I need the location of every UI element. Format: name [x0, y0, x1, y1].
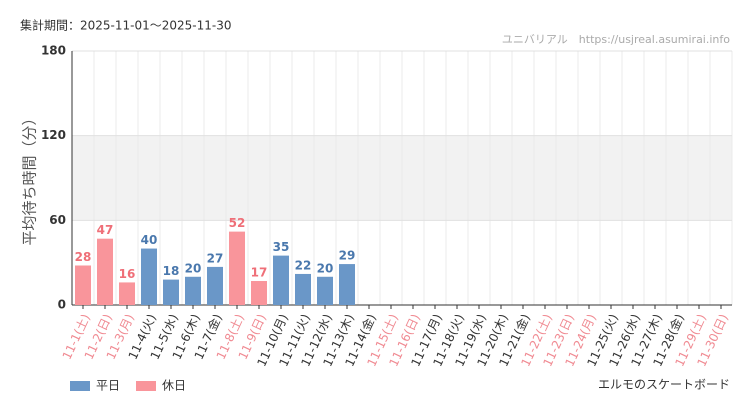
legend-swatch — [70, 381, 90, 391]
period: 集計期間：2025-11-01〜2025-11-30 — [20, 18, 231, 33]
value-label: 18 — [163, 264, 180, 278]
value-label: 17 — [251, 266, 268, 280]
value-label: 28 — [75, 250, 92, 264]
bar — [141, 248, 157, 305]
value-label: 35 — [273, 240, 290, 254]
y-tick-label: 120 — [41, 128, 66, 142]
bar — [251, 281, 267, 305]
bar — [273, 255, 289, 305]
bar — [295, 273, 311, 305]
y-tick-label: 0 — [58, 298, 66, 312]
bar — [229, 231, 245, 305]
value-label: 52 — [229, 216, 246, 230]
value-label: 29 — [339, 249, 356, 263]
y-tick-label: 60 — [49, 213, 66, 227]
bar — [339, 264, 355, 305]
bar — [317, 276, 333, 305]
bar — [97, 238, 113, 305]
bar — [163, 279, 179, 305]
legend-label: 平日 — [96, 379, 120, 393]
value-label: 22 — [295, 258, 312, 272]
bar — [119, 282, 135, 305]
legend-swatch — [136, 381, 156, 391]
bar — [75, 265, 91, 305]
legend-label: 休日 — [162, 379, 186, 393]
attraction: エルモのスケートボード — [598, 378, 730, 392]
y-tick-label: 180 — [41, 44, 66, 58]
y-axis-title: 平均待ち時間（分） — [21, 110, 39, 245]
site: ユニバリアル https://usjreal.asumirai.info — [502, 33, 730, 46]
bar — [207, 266, 223, 305]
value-label: 16 — [119, 267, 136, 281]
bar — [185, 276, 201, 305]
value-label: 27 — [207, 251, 224, 265]
value-label: 20 — [317, 261, 334, 275]
value-label: 47 — [97, 223, 114, 237]
value-label: 40 — [141, 233, 158, 247]
value-label: 20 — [185, 261, 202, 275]
